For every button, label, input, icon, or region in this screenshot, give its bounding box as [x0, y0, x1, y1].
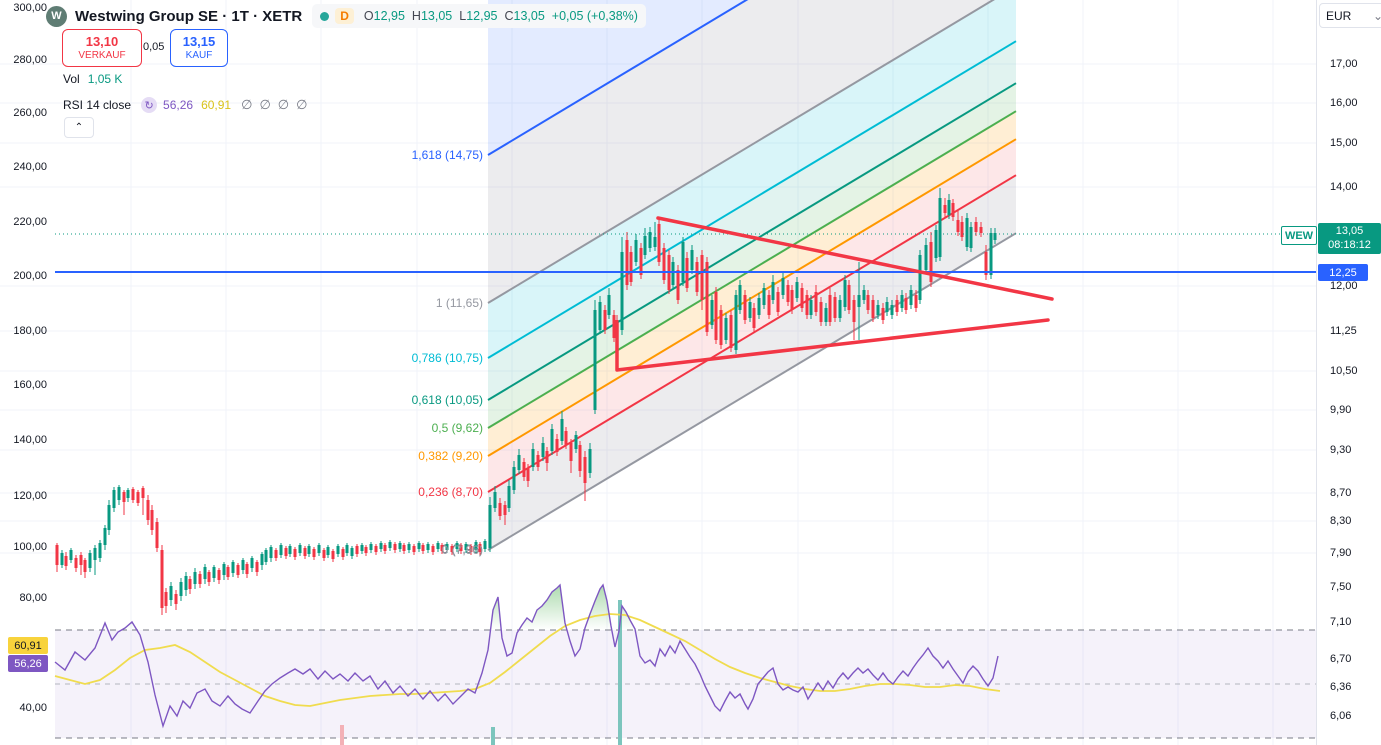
left-axis-tick: 140,00: [13, 434, 47, 446]
fib-level-label[interactable]: 0,5 (9,62): [431, 421, 483, 435]
left-axis-tick: 260,00: [13, 107, 47, 119]
fib-level-label[interactable]: 1 (11,65): [435, 296, 483, 310]
volume-value: 1,05 K: [87, 72, 123, 86]
left-axis-tick: 280,00: [13, 54, 47, 66]
market-status-icon: [320, 11, 330, 21]
right-axis-tick: 16,00: [1330, 97, 1358, 109]
right-axis-tick: 11,25: [1330, 325, 1357, 337]
order-price-chip[interactable]: 12,25: [1318, 264, 1368, 281]
left-axis-tick: 120,00: [13, 490, 47, 502]
left-axis-tick: 240,00: [13, 161, 47, 173]
left-axis-tick: 220,00: [13, 216, 47, 228]
ohlc-values: O12,95 H13,05 L12,95 C13,05: [364, 7, 552, 25]
currency-label: EUR: [1326, 8, 1352, 23]
empty-slot-icon[interactable]: ∅: [259, 97, 271, 112]
left-axis-tick: 200,00: [13, 270, 47, 282]
buy-button[interactable]: 13,15 KAUF: [170, 29, 228, 67]
timeframe-badge[interactable]: D: [335, 8, 354, 24]
buy-label: KAUF: [185, 49, 213, 61]
rsi-ma-badge: 60,91: [8, 637, 48, 654]
empty-slot-icon[interactable]: ∅: [296, 97, 308, 112]
ohlc-readout: D O12,95 H13,05 L12,95 C13,05 +0,05 (+0,38%…: [312, 4, 646, 28]
rsi-title: RSI 14 close: [63, 98, 132, 112]
right-axis-tick: 6,70: [1330, 653, 1352, 665]
sell-label: VERKAUF: [78, 49, 126, 61]
sell-button[interactable]: 13,10 VERKAUF: [62, 29, 142, 67]
buy-price: 13,15: [182, 33, 216, 49]
chevron-up-icon: ⌃: [74, 122, 84, 133]
right-axis-tick: 7,90: [1330, 547, 1352, 559]
right-axis-tick: 9,90: [1330, 404, 1352, 416]
right-axis-tick: 6,06: [1330, 710, 1352, 722]
ohlc-item: C13,05: [504, 9, 545, 23]
fib-level-label[interactable]: 0,786 (10,75): [411, 351, 483, 365]
right-axis-tick: 9,30: [1330, 444, 1352, 456]
fib-level-label[interactable]: 0,236 (8,70): [418, 485, 483, 499]
left-axis-tick: 180,00: [13, 325, 47, 337]
right-axis-tick: 10,50: [1330, 365, 1358, 377]
right-axis-tick: 6,36: [1330, 681, 1352, 693]
price-change: +0,05 (+0,38%): [551, 9, 638, 23]
countdown-timer: 08:18:12: [1328, 238, 1371, 251]
currency-dropdown[interactable]: EUR ⌄: [1319, 3, 1381, 28]
left-axis-tick: 300,00: [13, 2, 47, 14]
rsi-value-badge: 56,26: [8, 655, 48, 672]
symbol-title[interactable]: Westwing Group SE · 1T · XETR: [75, 7, 303, 25]
price-axis-separator: [1316, 0, 1317, 745]
last-price-chip: 13,05 08:18:12: [1318, 223, 1381, 254]
right-axis-tick: 8,70: [1330, 487, 1352, 499]
ohlc-item: H13,05: [411, 9, 453, 23]
symbol-logo: W: [46, 5, 67, 27]
fib-level-label[interactable]: 0,382 (9,20): [418, 449, 483, 463]
rsi-value: 56,26: [163, 98, 194, 112]
rsi-legend[interactable]: RSI 14 close ↻ 56,26 60,91 ∅ ∅ ∅ ∅: [63, 96, 314, 114]
left-axis-tick: 40,00: [19, 702, 47, 714]
right-axis-tick: 14,00: [1330, 181, 1358, 193]
sell-price: 13,10: [85, 33, 119, 49]
collapse-pane-button[interactable]: ⌃: [64, 117, 94, 138]
volume-legend[interactable]: Vol 1,05 K: [63, 72, 122, 86]
left-axis-tick: 160,00: [13, 379, 47, 391]
right-axis-tick: 12,00: [1330, 280, 1358, 292]
volume-label: Vol: [63, 72, 80, 86]
fib-level-label[interactable]: 0 (7,96): [441, 543, 483, 557]
fib-level-label[interactable]: 1,618 (14,75): [411, 148, 483, 162]
right-axis-tick: 17,00: [1330, 58, 1358, 70]
fib-level-label[interactable]: 0,618 (10,05): [411, 393, 483, 407]
ticker-chip[interactable]: WEW: [1281, 226, 1317, 245]
left-axis-tick: 80,00: [19, 592, 47, 604]
left-axis-tick: 100,00: [13, 541, 47, 553]
rsi-ma-value: 60,91: [201, 98, 232, 112]
last-price-value: 13,05: [1335, 224, 1364, 237]
right-axis-tick: 7,10: [1330, 616, 1352, 628]
ohlc-item: O12,95: [363, 9, 405, 23]
ohlc-item: L12,95: [459, 9, 498, 23]
right-axis-tick: 15,00: [1330, 137, 1358, 149]
empty-slot-icon[interactable]: ∅: [241, 97, 253, 112]
chevron-down-icon: ⌄: [1372, 8, 1381, 23]
symbol-legend[interactable]: W Westwing Group SE · 1T · XETR D O12,95…: [46, 4, 646, 28]
spread-value: 0,05: [143, 41, 165, 53]
empty-slot-icon[interactable]: ∅: [277, 97, 290, 112]
rsi-empty-icons: ∅ ∅ ∅ ∅: [241, 97, 314, 113]
rsi-loading-icon: ↻: [141, 97, 158, 113]
right-axis-tick: 7,50: [1330, 581, 1352, 593]
right-axis-tick: 8,30: [1330, 515, 1352, 527]
